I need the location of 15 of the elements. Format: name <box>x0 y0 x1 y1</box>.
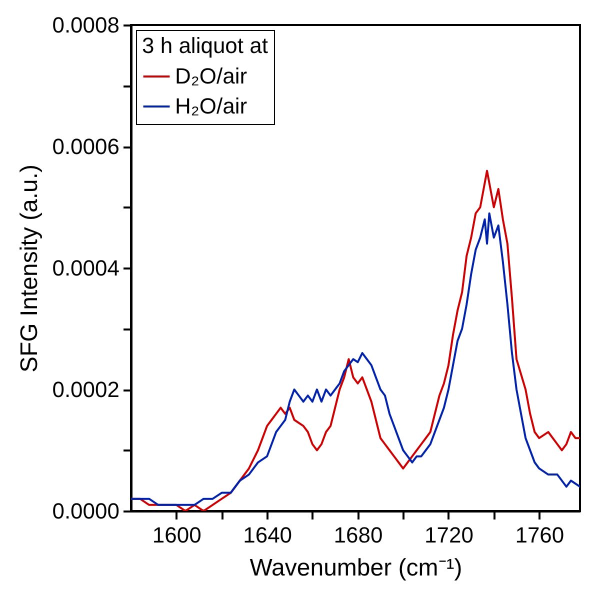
legend-label: H₂O/air <box>175 94 248 118</box>
y-tick-label: 0.0000 <box>52 498 120 524</box>
x-tick-label: 1600 <box>152 522 202 548</box>
y-tick-label: 0.0006 <box>52 134 120 159</box>
x-tick-label: 1640 <box>243 522 292 548</box>
y-axis-title: SFG Intensity (a.u.) <box>16 164 44 373</box>
x-tick-label: 1720 <box>424 522 474 548</box>
legend-title: 3 h aliquot at <box>142 33 268 58</box>
legend-label: D₂O/air <box>175 64 248 88</box>
y-tick-label: 0.0008 <box>52 12 120 38</box>
y-tick-label: 0.0004 <box>52 256 120 280</box>
x-tick-label: 1760 <box>515 522 564 548</box>
x-tick-label: 1680 <box>334 522 383 548</box>
y-tick-label: 0.0002 <box>52 377 120 402</box>
x-axis-title: Wavenumber (cm⁻¹) <box>250 554 462 582</box>
